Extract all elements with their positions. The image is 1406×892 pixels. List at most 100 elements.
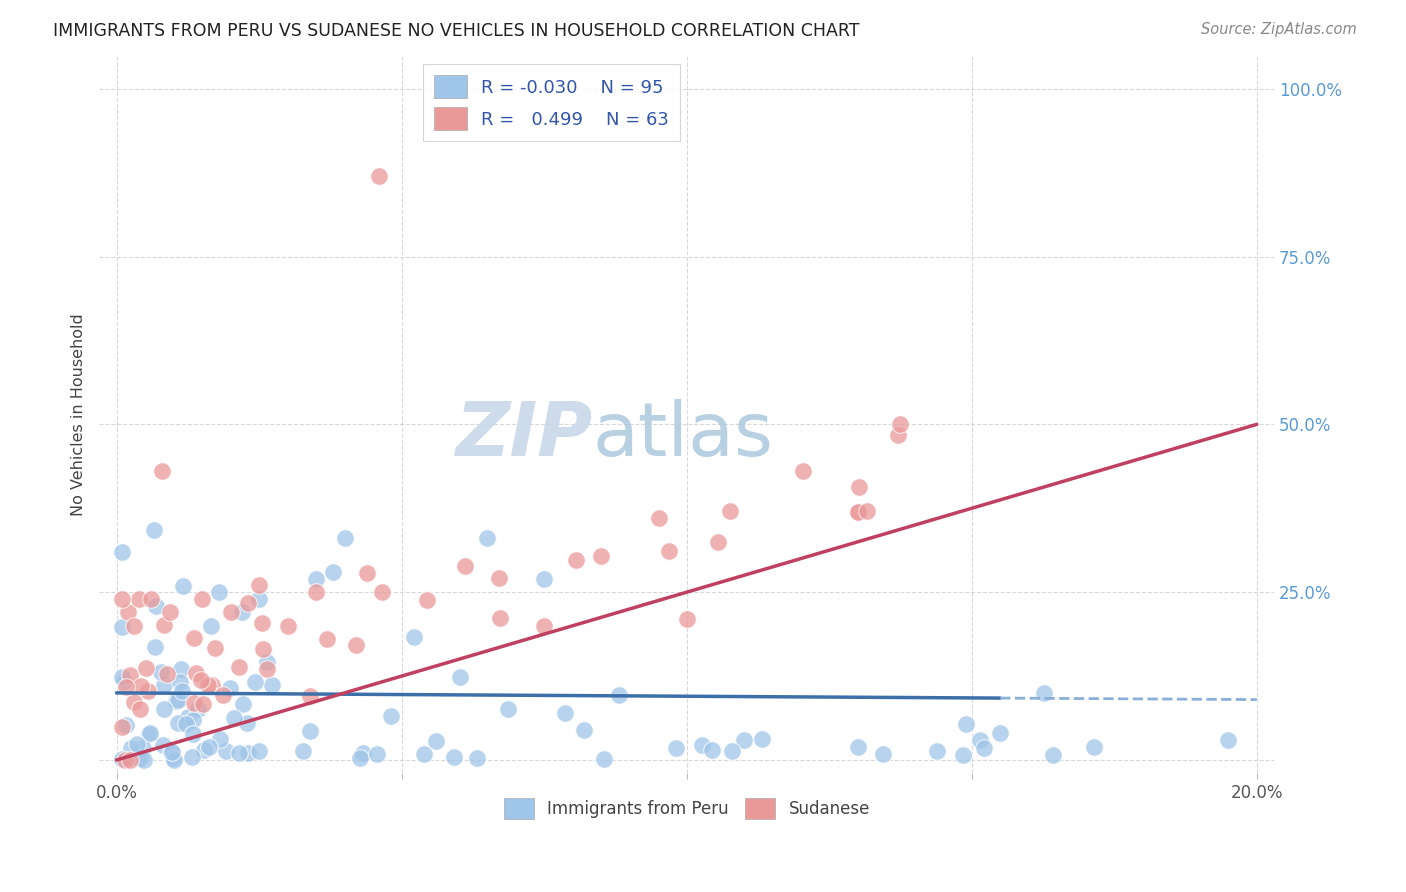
Point [792, 464, 814, 478]
Point [129, 702, 152, 716]
Point [371, 585, 394, 599]
Point [1218, 732, 1240, 747]
Point [176, 710, 198, 724]
Point [988, 726, 1011, 740]
Point [450, 669, 472, 683]
Point [565, 553, 588, 567]
Point [212, 688, 235, 702]
Point [260, 678, 283, 692]
Point [887, 428, 910, 442]
Point [138, 725, 160, 739]
Point [187, 702, 209, 716]
Point [120, 667, 142, 681]
Point [191, 591, 214, 606]
Point [201, 678, 224, 692]
Point [150, 665, 173, 680]
Point [238, 746, 260, 760]
Point [489, 611, 512, 625]
Point [607, 688, 630, 702]
Point [315, 632, 337, 646]
Point [228, 660, 250, 674]
Point [124, 695, 146, 709]
Point [162, 753, 184, 767]
Point [118, 753, 141, 767]
Point [236, 715, 259, 730]
Point [751, 732, 773, 747]
Point [305, 585, 328, 599]
Point [139, 591, 162, 606]
Point [184, 665, 207, 680]
Point [245, 675, 267, 690]
Point [111, 620, 134, 634]
Point [443, 749, 465, 764]
Text: ZIP: ZIP [456, 400, 593, 473]
Point [111, 752, 134, 766]
Point [160, 745, 183, 759]
Point [138, 727, 160, 741]
Point [132, 752, 155, 766]
Point [231, 605, 253, 619]
Point [172, 579, 194, 593]
Point [181, 713, 204, 727]
Y-axis label: No Vehicles in Household: No Vehicles in Household [72, 313, 86, 516]
Point [1042, 748, 1064, 763]
Point [925, 744, 948, 758]
Point [256, 662, 278, 676]
Point [115, 718, 138, 732]
Point [298, 690, 321, 704]
Point [200, 619, 222, 633]
Point [247, 744, 270, 758]
Point [969, 733, 991, 747]
Point [153, 618, 176, 632]
Point [135, 660, 157, 674]
Point [159, 605, 181, 619]
Point [846, 505, 869, 519]
Point [112, 674, 135, 689]
Point [167, 693, 190, 707]
Point [232, 697, 254, 711]
Point [404, 630, 426, 644]
Point [465, 751, 488, 765]
Point [224, 711, 246, 725]
Point [228, 746, 250, 760]
Point [356, 566, 378, 580]
Point [208, 585, 231, 599]
Point [856, 503, 879, 517]
Point [190, 673, 212, 687]
Point [219, 681, 242, 696]
Point [172, 683, 194, 698]
Point [193, 742, 215, 756]
Point [848, 480, 870, 494]
Point [128, 591, 150, 606]
Point [181, 750, 204, 764]
Point [333, 532, 356, 546]
Point [707, 535, 730, 549]
Point [1083, 740, 1105, 755]
Point [554, 706, 576, 720]
Point [533, 619, 555, 633]
Point [197, 678, 219, 692]
Point [488, 571, 510, 585]
Point [111, 545, 134, 559]
Point [589, 549, 612, 563]
Point [170, 662, 193, 676]
Point [215, 744, 238, 758]
Point [120, 741, 142, 756]
Point [973, 741, 995, 756]
Point [367, 169, 389, 183]
Point [111, 721, 134, 735]
Point [250, 616, 273, 631]
Point [117, 605, 139, 619]
Point [129, 679, 152, 693]
Point [702, 743, 724, 757]
Point [533, 572, 555, 586]
Point [425, 734, 447, 748]
Point [145, 599, 167, 613]
Point [143, 640, 166, 655]
Point [352, 747, 374, 761]
Point [475, 532, 498, 546]
Text: Source: ZipAtlas.com: Source: ZipAtlas.com [1201, 22, 1357, 37]
Point [197, 739, 219, 754]
Point [174, 717, 197, 731]
Point [305, 572, 328, 586]
